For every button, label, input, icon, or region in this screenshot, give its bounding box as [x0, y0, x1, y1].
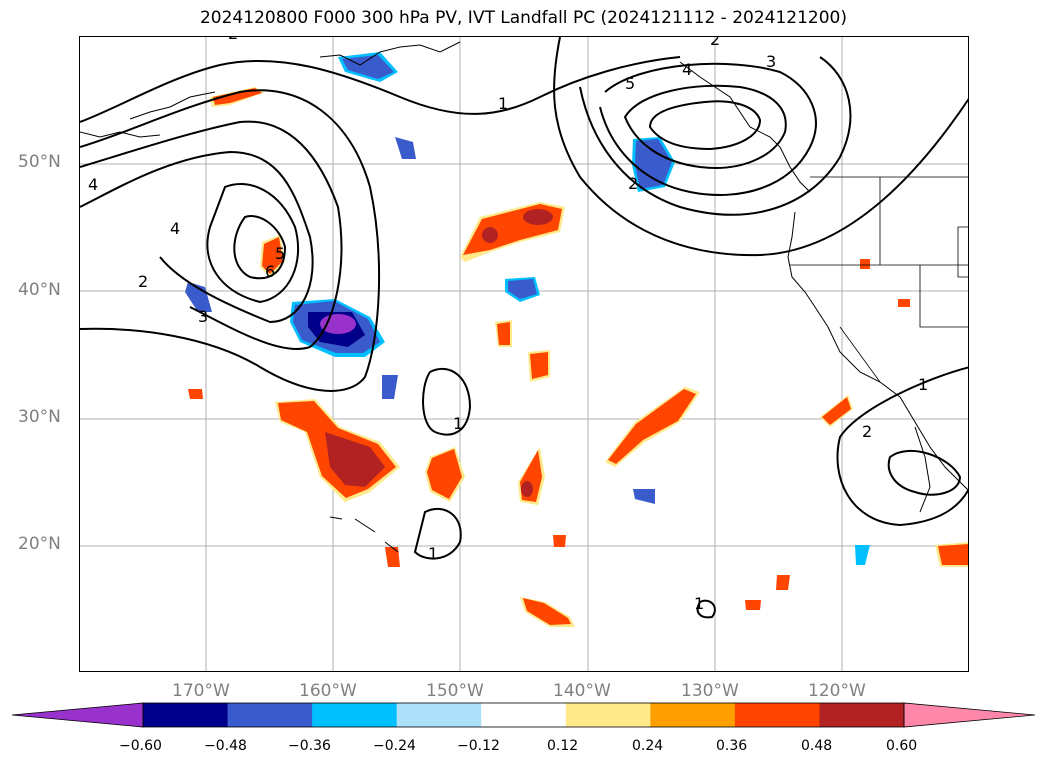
contour-labels: 1 2 2 4 4 2 3 5 6 5 4 3 2 1 1 1 2 1: [88, 37, 928, 613]
colorbar-segment: [143, 703, 229, 727]
ivt-shading: [185, 52, 968, 627]
lon-label-120: 120°W: [808, 681, 866, 701]
colorbar-segment: [481, 703, 567, 727]
colorbar: [11, 702, 1036, 728]
map-canvas: 1 2 2 4 4 2 3 5 6 5 4 3 2 1 1 1 2 1: [80, 37, 968, 671]
map-title: 2024120800 F000 300 hPa PV, IVT Landfall…: [199, 8, 847, 28]
lat-label-50: 50°N: [18, 152, 61, 172]
colorbar-tick: −0.48: [204, 738, 247, 754]
contour-label: 2: [628, 174, 638, 193]
contour-label: 2: [228, 37, 238, 43]
colorbar-tick: 0.36: [716, 738, 748, 754]
colorbar-segment: [650, 703, 736, 727]
colorbar-tick: −0.60: [119, 738, 162, 754]
lat-label-40: 40°N: [18, 280, 61, 300]
contour-label: 3: [766, 52, 776, 71]
contour-label: 5: [275, 244, 285, 263]
contour-label: 5: [625, 74, 635, 93]
contour-label: 2: [862, 422, 872, 441]
contour-label: 2: [138, 272, 148, 291]
contour-label: 4: [88, 175, 98, 194]
contour-label: 1: [498, 94, 508, 113]
colorbar-segment: [565, 703, 651, 727]
colorbar-tick: 0.48: [801, 738, 833, 754]
contour-label: 6: [265, 262, 275, 281]
contour-label: 1: [694, 594, 704, 613]
colorbar-tick: 0.60: [886, 738, 918, 754]
positive-anomaly-regions: [188, 87, 968, 627]
map-panel: 1 2 2 4 4 2 3 5 6 5 4 3 2 1 1 1 2 1: [79, 36, 969, 672]
colorbar-tick: −0.36: [288, 738, 331, 754]
lat-label-20: 20°N: [18, 534, 61, 554]
contour-label: 1: [918, 375, 928, 394]
colorbar-tick: 0.12: [547, 738, 579, 754]
colorbar-extend-low: [11, 702, 144, 728]
colorbar-segment: [227, 703, 313, 727]
contour-label: 2: [710, 37, 720, 49]
lon-label-150: 150°W: [426, 681, 484, 701]
lon-label-160: 160°W: [299, 681, 357, 701]
lon-label-130: 130°W: [681, 681, 739, 701]
lon-label-140: 140°W: [553, 681, 611, 701]
contour-label: 4: [170, 219, 180, 238]
lon-label-170: 170°W: [172, 681, 230, 701]
colorbar-segment: [819, 703, 905, 727]
state-borders: [790, 176, 968, 383]
contour-label: 3: [198, 307, 208, 326]
colorbar-tick: −0.12: [457, 738, 500, 754]
colorbar-tick: 0.24: [632, 738, 664, 754]
gridlines: [80, 37, 968, 671]
colorbar-segment: [734, 703, 820, 727]
negative-anomaly-regions: [185, 52, 870, 565]
lat-label-30: 30°N: [18, 407, 61, 427]
contour-label: 1: [453, 414, 463, 433]
contour-label: 4: [682, 60, 692, 79]
contour-label: 1: [428, 544, 438, 563]
colorbar-outline: [142, 702, 905, 728]
pv-contours: [80, 37, 968, 619]
colorbar-extend-high: [903, 702, 1036, 728]
colorbar-segments: [143, 703, 905, 727]
colorbar-tick: −0.24: [373, 738, 416, 754]
colorbar-segment: [396, 703, 482, 727]
colorbar-segment: [312, 703, 398, 727]
